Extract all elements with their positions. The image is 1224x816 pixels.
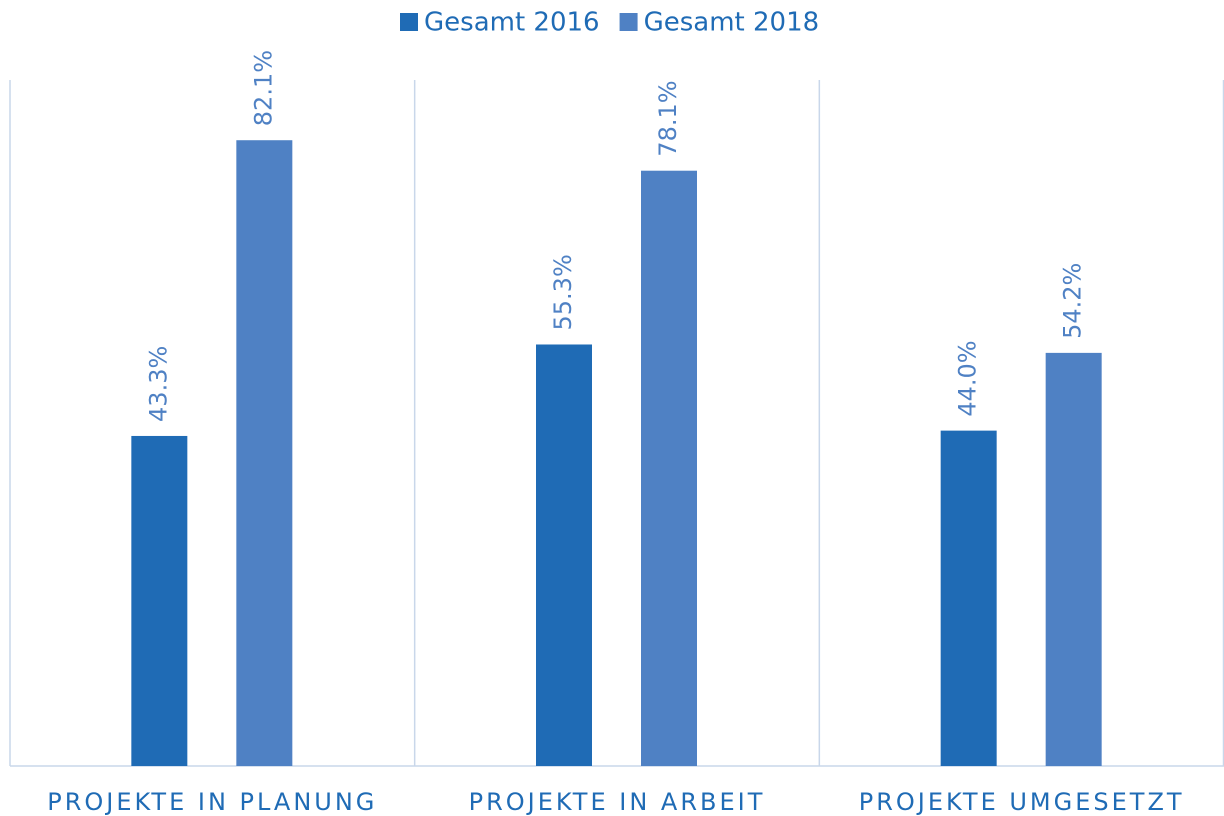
legend-label: Gesamt 2018 bbox=[644, 8, 820, 38]
legend-label: Gesamt 2016 bbox=[424, 8, 600, 38]
data-label: 44.0% bbox=[954, 340, 982, 416]
bar bbox=[536, 344, 592, 766]
x-tick-label: PROJEKTE UMGESETZT bbox=[859, 788, 1185, 816]
legend-swatch bbox=[400, 13, 418, 31]
data-label: 43.3% bbox=[144, 346, 172, 422]
bar bbox=[641, 170, 697, 766]
bar bbox=[236, 140, 293, 766]
data-label: 55.3% bbox=[549, 254, 577, 330]
data-label: 82.1% bbox=[249, 50, 277, 126]
x-tick-label: PROJEKTE IN ARBEIT bbox=[469, 788, 766, 816]
bar bbox=[131, 435, 188, 766]
legend-swatch bbox=[619, 13, 638, 31]
data-label: 78.1% bbox=[654, 80, 682, 156]
data-label: 54.2% bbox=[1059, 263, 1087, 339]
bar bbox=[940, 430, 997, 766]
bar bbox=[1045, 352, 1102, 766]
x-tick-label: PROJEKTE IN PLANUNG bbox=[47, 788, 377, 816]
